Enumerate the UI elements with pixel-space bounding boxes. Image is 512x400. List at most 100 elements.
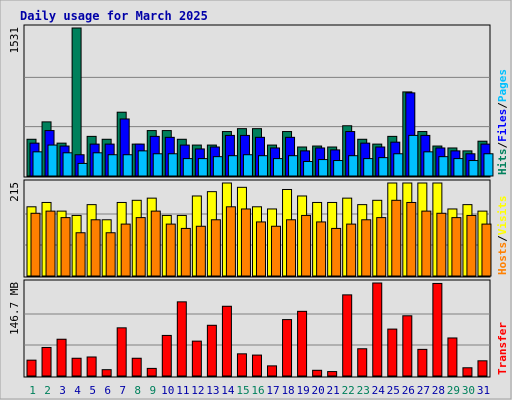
kbytes-bar-transfer — [71, 357, 82, 377]
hosts-bar-visits — [361, 219, 372, 277]
hits-legend-labels: Hits/Files/Pages — [496, 69, 509, 175]
kbytes-bar-transfer — [41, 346, 52, 377]
kbytes-bar-transfer — [146, 367, 157, 377]
legend-label-hits: Hits — [496, 149, 509, 176]
hits-bar-pages — [152, 153, 163, 177]
kbytes-bar-transfer — [56, 338, 67, 377]
x-tick-label: 3 — [59, 384, 66, 397]
legend-label-files: Files — [496, 109, 509, 142]
hosts-bar-visits — [30, 212, 41, 277]
x-tick-label: 26 — [402, 384, 415, 397]
hosts-bar-visits — [271, 225, 282, 277]
x-tick-label: 11 — [176, 384, 189, 397]
panel-kbytes: 146.7 MB Transfer — [8, 279, 509, 378]
kbytes-legend-labels: Transfer — [496, 322, 509, 375]
chart-title: Daily usage for March 2025 — [20, 9, 208, 23]
kbytes-bar-transfer — [432, 282, 443, 377]
x-tick-label: 28 — [432, 384, 445, 397]
kbytes-bar-transfer — [372, 282, 383, 377]
hosts-bar-visits — [316, 221, 327, 277]
hosts-bar-visits — [45, 210, 56, 277]
hosts-bar-visits — [210, 219, 221, 277]
hits-bar-pages — [92, 152, 103, 177]
kbytes-bar-transfer — [357, 348, 368, 377]
hosts-bar-visits — [60, 217, 71, 277]
hosts-bar-visits — [135, 217, 146, 277]
kbytes-bar-transfer — [387, 328, 398, 377]
hits-bar-pages — [227, 155, 238, 177]
x-tick-label: 29 — [447, 384, 460, 397]
x-tick-label: 19 — [296, 384, 309, 397]
kbytes-bar-transfer — [342, 294, 353, 377]
hosts-bar-visits — [150, 210, 161, 277]
hits-bar-pages — [393, 153, 404, 177]
kbytes-bar-transfer — [236, 353, 247, 377]
kbytes-bar-transfer — [477, 360, 488, 377]
kbytes-bar-transfer — [282, 319, 293, 377]
kbytes-bar-transfer — [101, 369, 112, 377]
x-tick-label: 9 — [149, 384, 156, 397]
kbytes-bar-transfer — [417, 348, 428, 377]
hits-bar-pages — [303, 160, 314, 177]
kbytes-bar-transfer — [86, 356, 97, 377]
x-tick-label: 27 — [417, 384, 430, 397]
kbytes-bar-transfer — [297, 310, 308, 377]
legend-label-transfer: Transfer — [496, 322, 509, 375]
x-tick-label: 21 — [327, 384, 340, 397]
legend-separator: / — [496, 142, 509, 149]
kbytes-bar-transfer — [116, 327, 127, 377]
hits-bar-pages — [122, 154, 133, 177]
x-tick-label: 1 — [29, 384, 36, 397]
x-tick-label: 14 — [221, 384, 235, 397]
hosts-bar-visits — [195, 225, 206, 277]
hits-bar-pages — [273, 158, 284, 177]
kbytes-bar-transfer — [221, 305, 232, 377]
hosts-bar-visits — [346, 223, 357, 277]
hosts-bar-visits — [301, 214, 312, 277]
x-tick-label: 22 — [342, 384, 355, 397]
hosts-ymax-label: 215 — [8, 182, 21, 202]
legend-label-hosts: Hosts — [496, 242, 509, 275]
x-tick-label: 25 — [387, 384, 400, 397]
hits-bar-pages — [62, 152, 73, 177]
hits-bar-pages — [378, 157, 389, 177]
x-tick-label: 31 — [477, 384, 490, 397]
hits-bar-hits — [71, 27, 82, 177]
x-tick-label: 15 — [236, 384, 249, 397]
hosts-bar-visits — [406, 201, 417, 277]
hits-bar-pages — [348, 155, 359, 177]
kbytes-bar-transfer — [176, 301, 187, 377]
x-tick-label: 10 — [161, 384, 174, 397]
kbytes-bar-transfer — [402, 315, 413, 377]
kbytes-bar-transfer — [447, 337, 458, 377]
kbytes-bar-transfer — [251, 354, 262, 377]
hosts-bar-visits — [481, 223, 492, 277]
hosts-bar-visits — [105, 232, 116, 277]
hits-bar-pages — [167, 153, 178, 177]
hosts-bar-visits — [75, 232, 86, 277]
x-tick-label: 5 — [89, 384, 96, 397]
x-tick-label: 7 — [119, 384, 126, 397]
legend-label-pages: Pages — [496, 69, 509, 102]
kbytes-bar-transfer — [327, 371, 338, 377]
hits-bar-pages — [107, 154, 118, 177]
hits-bar-pages — [423, 151, 434, 177]
hits-bar-pages — [257, 155, 268, 177]
hosts-bar-visits — [120, 223, 131, 277]
hits-ymax-label: 1531 — [8, 27, 21, 54]
x-tick-label: 23 — [357, 384, 370, 397]
x-tick-label: 2 — [44, 384, 51, 397]
hits-bar-pages — [182, 158, 193, 177]
kbytes-bar-transfer — [312, 369, 323, 377]
kbytes-bar-transfer — [191, 340, 202, 377]
x-tick-label: 30 — [462, 384, 475, 397]
x-tick-label: 8 — [134, 384, 141, 397]
hosts-bar-visits — [376, 217, 387, 277]
hosts-bar-visits — [391, 199, 402, 277]
kbytes-ymax-label: 146.7 MB — [8, 282, 21, 335]
hits-bar-pages — [438, 156, 449, 177]
x-tick-label: 16 — [251, 384, 264, 397]
hosts-bar-visits — [240, 208, 251, 277]
